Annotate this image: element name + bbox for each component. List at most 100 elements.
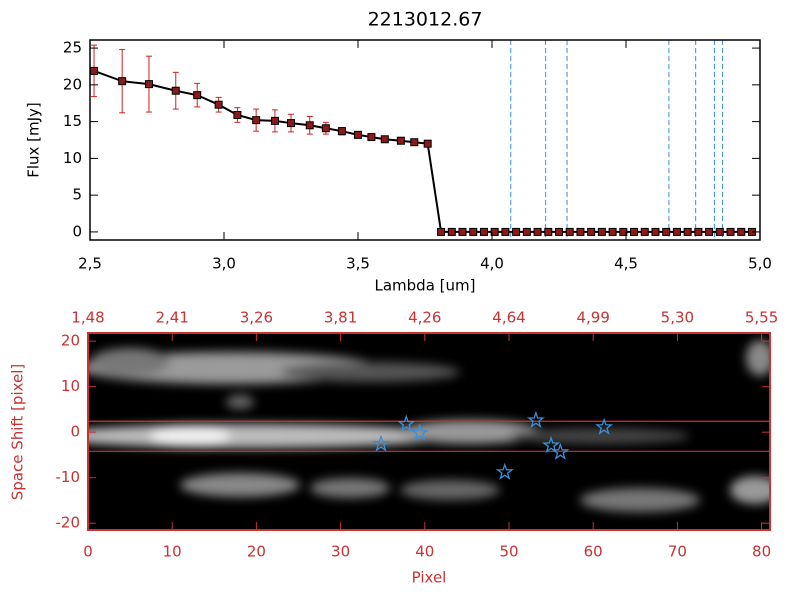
x2-tick-label: 5,30 bbox=[661, 309, 694, 327]
marker bbox=[683, 227, 692, 236]
x-tick-label: 80 bbox=[752, 543, 771, 561]
y-tick-label: 0 bbox=[70, 423, 80, 441]
marker bbox=[337, 127, 346, 136]
marker bbox=[214, 100, 223, 109]
marker bbox=[501, 227, 510, 236]
star-marker bbox=[410, 423, 429, 441]
plot-frame bbox=[87, 332, 771, 531]
marker bbox=[544, 227, 553, 236]
marker bbox=[715, 227, 724, 236]
x2-tick-label: 4,64 bbox=[492, 309, 525, 327]
x-tick-label: 30 bbox=[331, 543, 350, 561]
x-tick-label: 40 bbox=[415, 543, 434, 561]
star-marker bbox=[595, 417, 614, 435]
x2-tick-label: 5,55 bbox=[745, 309, 778, 327]
x-tick-label: 20 bbox=[247, 543, 266, 561]
marker bbox=[608, 227, 617, 236]
x-tick-label: 60 bbox=[584, 543, 603, 561]
y-tick-label: -10 bbox=[56, 468, 81, 486]
y-tick-label: 20 bbox=[63, 75, 82, 93]
marker bbox=[423, 139, 432, 148]
y-tick-label: 25 bbox=[63, 39, 82, 57]
x-axis-label: Lambda [um] bbox=[375, 277, 476, 295]
x2-tick-label: 3,81 bbox=[324, 309, 357, 327]
marker bbox=[437, 227, 446, 236]
marker bbox=[726, 227, 735, 236]
marker bbox=[619, 227, 628, 236]
y-tick-label: 5 bbox=[72, 186, 82, 204]
marker bbox=[270, 116, 279, 125]
x2-tick-label: 1,48 bbox=[71, 309, 104, 327]
y-tick-label: 0 bbox=[72, 222, 82, 240]
star-marker bbox=[371, 434, 391, 452]
star-marker bbox=[397, 414, 416, 432]
marker bbox=[354, 130, 362, 139]
plot-frame bbox=[89, 39, 761, 241]
marker bbox=[90, 66, 99, 75]
marker bbox=[533, 227, 542, 236]
marker bbox=[576, 227, 585, 236]
marker bbox=[233, 111, 242, 119]
marker bbox=[458, 227, 467, 236]
marker bbox=[705, 227, 714, 236]
marker bbox=[662, 227, 671, 236]
chart-title: 2213012.67 bbox=[368, 9, 483, 31]
y-axis-label: Space Shift [pixel] bbox=[9, 364, 27, 501]
x2-tick-label: 2,41 bbox=[155, 309, 188, 327]
star-marker bbox=[495, 462, 514, 480]
marker bbox=[321, 124, 330, 133]
marker bbox=[171, 86, 180, 95]
y-tick-label: 20 bbox=[61, 332, 80, 350]
marker bbox=[305, 121, 314, 130]
marker bbox=[490, 227, 499, 236]
y-tick-label: 10 bbox=[61, 377, 80, 395]
x-tick-label: 2,5 bbox=[78, 255, 102, 273]
spectrum-image bbox=[88, 333, 770, 530]
x-tick-label: 4,5 bbox=[614, 255, 638, 273]
x-axis-label: Pixel bbox=[412, 569, 447, 587]
marker bbox=[479, 227, 488, 236]
x2-tick-label: 4,99 bbox=[576, 309, 609, 327]
y-tick-label: 10 bbox=[63, 149, 82, 167]
y-tick-label: 15 bbox=[63, 112, 82, 130]
marker bbox=[144, 80, 153, 89]
marker bbox=[694, 227, 703, 236]
data-line bbox=[93, 69, 752, 233]
marker bbox=[447, 227, 456, 236]
marker bbox=[512, 227, 521, 236]
x-tick-label: 50 bbox=[499, 543, 518, 561]
marker bbox=[193, 91, 202, 100]
marker bbox=[287, 119, 295, 128]
x-tick-label: 10 bbox=[163, 543, 182, 561]
marker bbox=[469, 227, 478, 236]
x2-tick-label: 3,26 bbox=[240, 309, 273, 327]
marker bbox=[597, 227, 606, 236]
star-marker bbox=[542, 435, 561, 454]
marker bbox=[252, 116, 261, 125]
marker bbox=[737, 227, 746, 236]
marker bbox=[587, 227, 596, 236]
x-tick-label: 3,5 bbox=[346, 255, 370, 273]
x-tick-label: 3,0 bbox=[212, 255, 236, 273]
marker bbox=[555, 227, 563, 236]
x2-tick-label: 4,26 bbox=[408, 309, 441, 327]
marker bbox=[651, 227, 660, 236]
marker bbox=[367, 133, 376, 142]
y-axis-label: Flux [mJy] bbox=[25, 102, 43, 178]
marker bbox=[396, 136, 405, 145]
marker bbox=[522, 227, 531, 236]
marker bbox=[118, 77, 127, 86]
marker bbox=[380, 135, 389, 144]
x-tick-label: 0 bbox=[83, 543, 93, 561]
marker bbox=[640, 227, 649, 236]
x-tick-label: 70 bbox=[668, 543, 687, 561]
marker bbox=[630, 227, 639, 236]
marker bbox=[565, 227, 574, 236]
y-tick-label: -20 bbox=[56, 514, 81, 532]
marker bbox=[410, 138, 419, 147]
star-marker bbox=[551, 442, 570, 460]
x-tick-label: 5,0 bbox=[748, 255, 772, 273]
marker bbox=[672, 227, 681, 236]
star-marker bbox=[526, 410, 545, 429]
